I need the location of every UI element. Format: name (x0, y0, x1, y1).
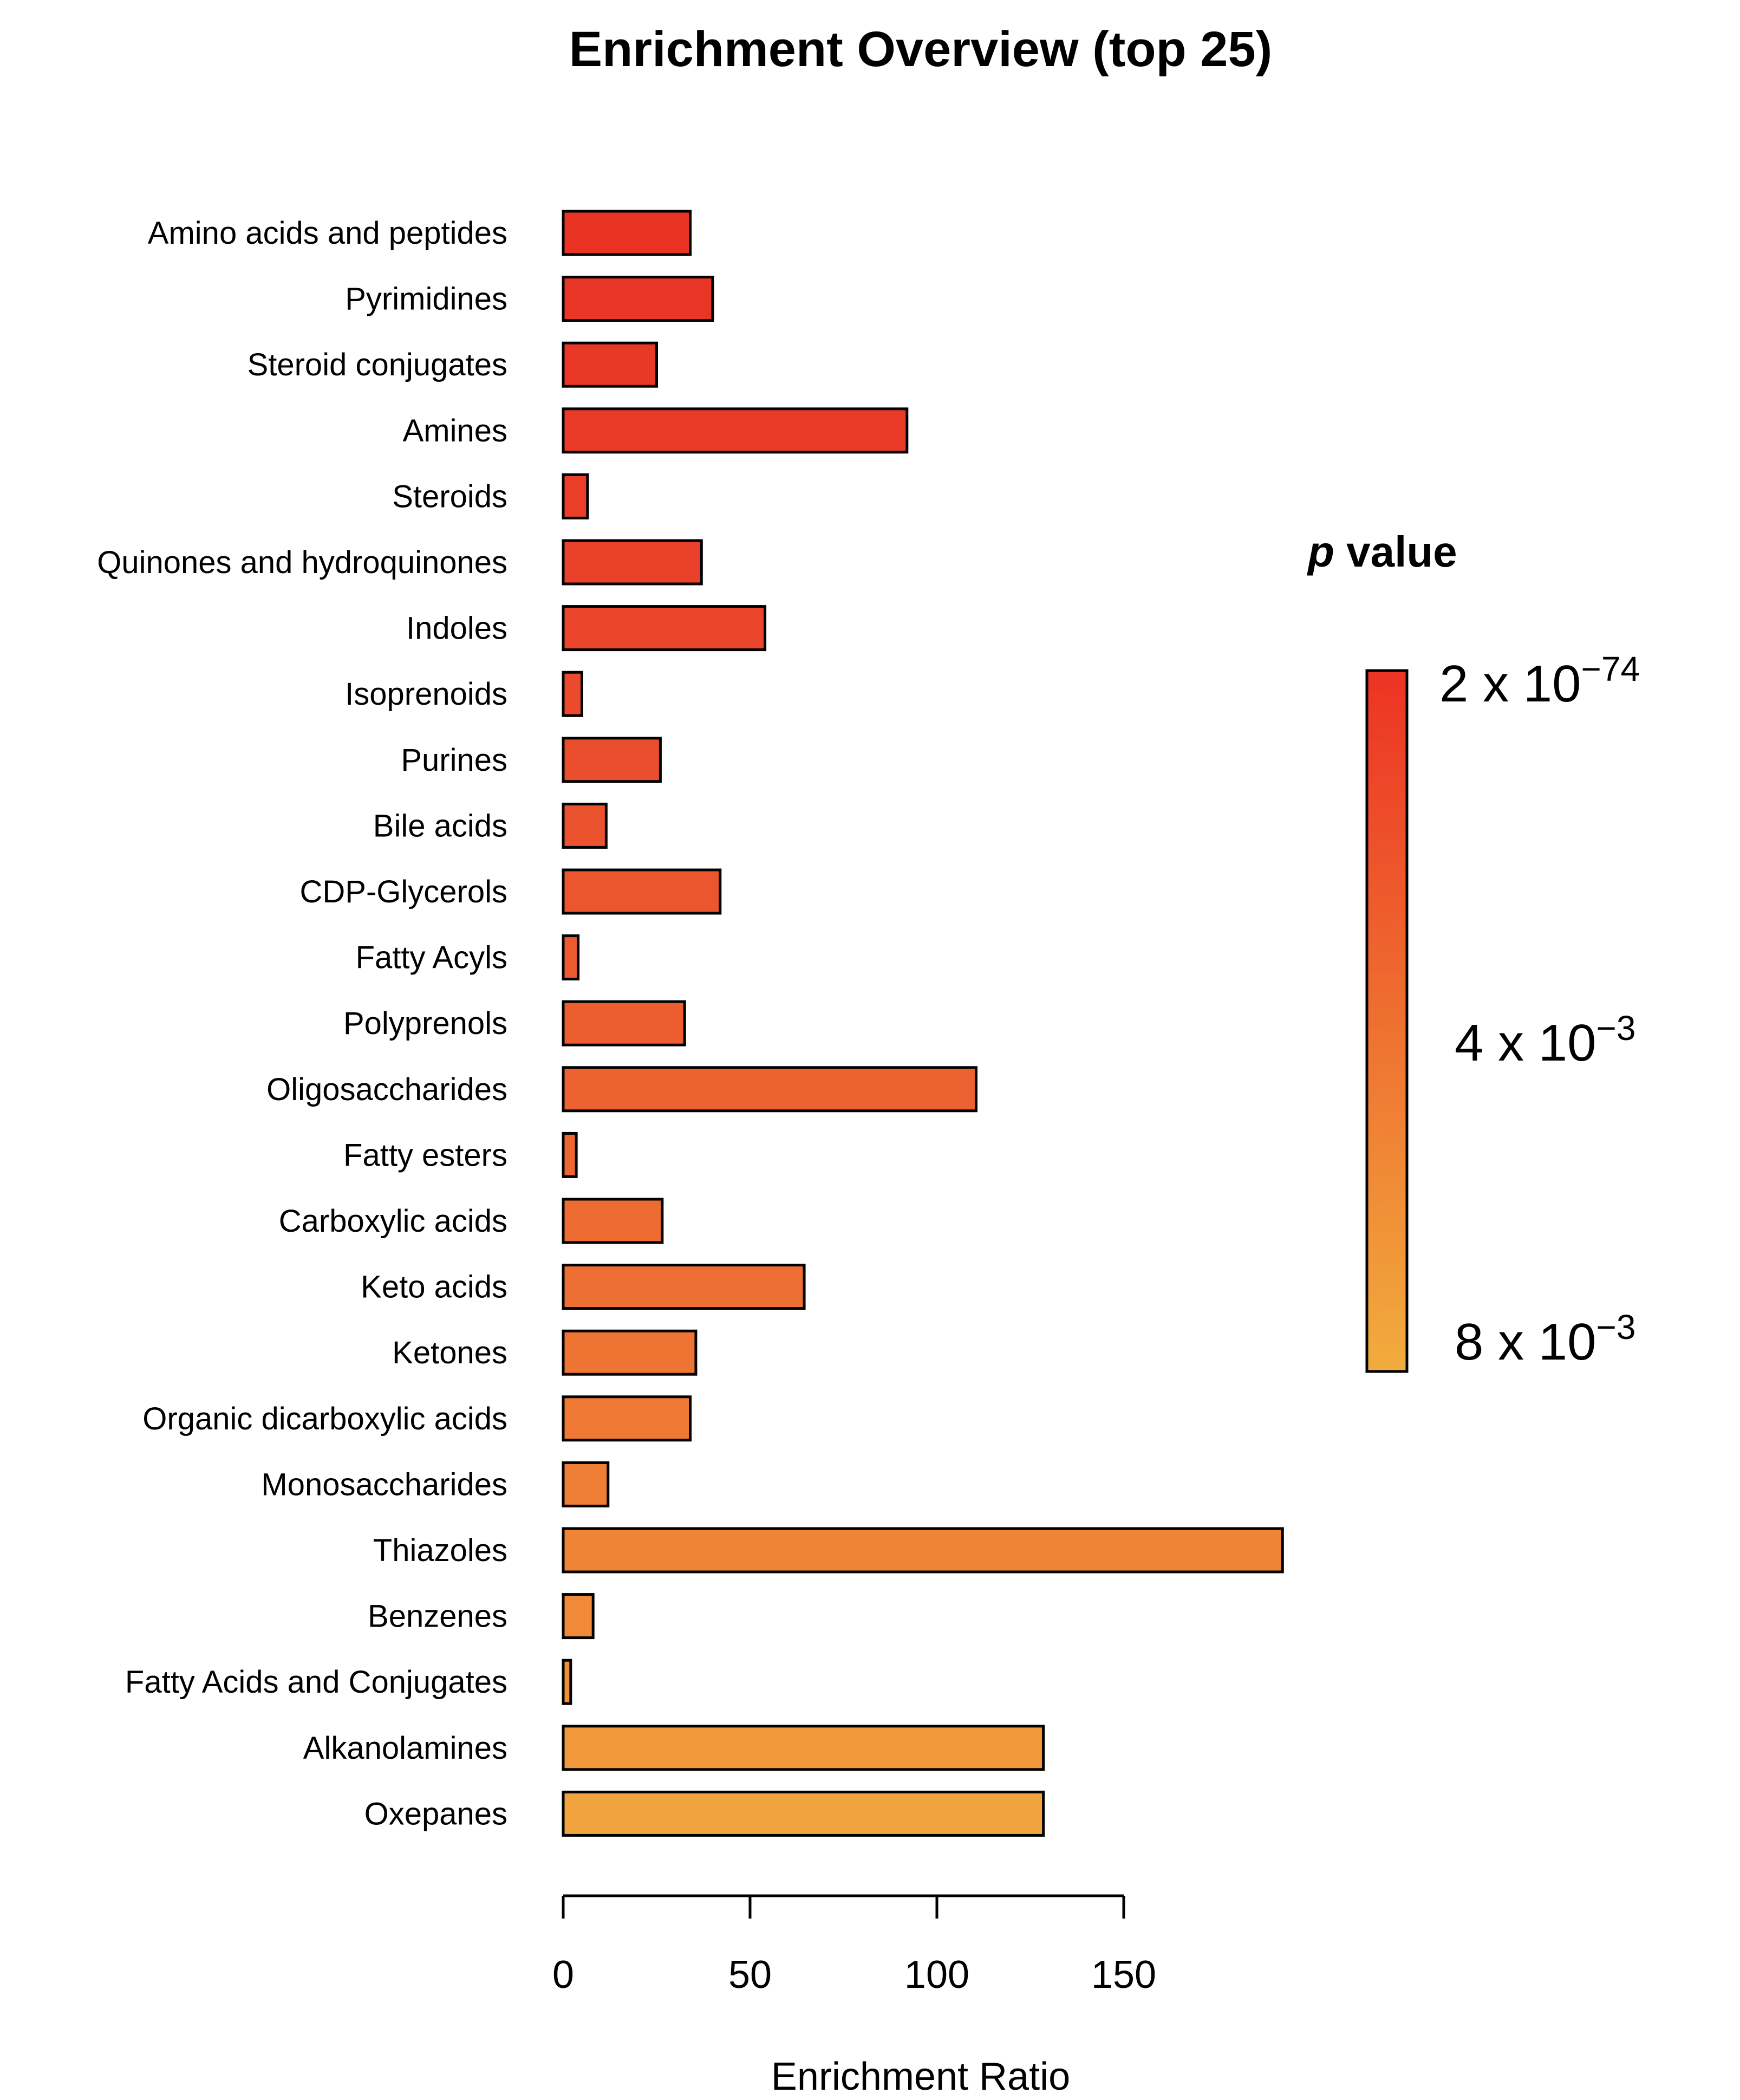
legend-title: p value (1307, 528, 1457, 576)
x-tick-label: 100 (904, 1953, 969, 1997)
category-label: Organic dicarboxylic acids (142, 1401, 507, 1436)
x-tick-label: 50 (728, 1953, 772, 1997)
bar (562, 473, 589, 519)
category-label: Oxepanes (364, 1796, 507, 1831)
category-label: Polyprenols (343, 1006, 507, 1041)
bar (562, 868, 722, 915)
legend-color-bar (1365, 669, 1409, 1373)
bar (562, 210, 692, 256)
category-label: Quinones and hydroquinones (97, 545, 507, 580)
bar (562, 1066, 977, 1113)
category-label: Fatty esters (343, 1137, 507, 1173)
category-label: Alkanolamines (303, 1731, 507, 1766)
category-label: Fatty Acids and Conjugates (125, 1665, 507, 1700)
category-label: Pyrimidines (345, 282, 507, 317)
x-axis-label: Enrichment Ratio (771, 2055, 1070, 2098)
category-label: Monosaccharides (261, 1467, 507, 1502)
legend-tick-label: 4 x 10−3 (1455, 1009, 1635, 1072)
bar (562, 1000, 686, 1046)
x-tick-label: 150 (1091, 1953, 1156, 1997)
bar (562, 1461, 610, 1507)
category-label: Benzenes (368, 1599, 507, 1634)
x-axis: 0 50 100 150 (552, 1894, 1156, 1997)
category-label: Fatty Acyls (356, 940, 507, 976)
bar (562, 1659, 572, 1705)
p-value-legend: p value 2 x 10−74 4 x 10−3 8 x 10−3 (1307, 528, 1640, 1373)
x-tick-label: 0 (552, 1953, 574, 1997)
bar (562, 605, 767, 652)
bar (562, 934, 580, 981)
bar (562, 1198, 664, 1244)
bars-group (562, 210, 1284, 1837)
bar (562, 1395, 692, 1442)
bar (562, 1264, 806, 1310)
category-label: CDP-Glycerols (300, 874, 508, 909)
bar (562, 1593, 595, 1640)
category-label: Amino acids and peptides (148, 216, 507, 251)
bar (562, 737, 662, 783)
category-label: Indoles (406, 611, 507, 646)
legend-tick-label: 8 x 10−3 (1455, 1308, 1635, 1371)
category-label: Bile acids (373, 808, 507, 843)
x-axis-ticks: 0 50 100 150 (552, 1896, 1156, 1997)
bar (562, 341, 658, 388)
bar (562, 802, 608, 849)
category-label: Ketones (392, 1335, 507, 1370)
category-labels: Amino acids and peptides Pyrimidines Stero… (97, 216, 507, 1831)
bar (562, 1329, 698, 1376)
category-label: Oligosaccharides (266, 1072, 507, 1107)
legend-title-p: p (1307, 528, 1334, 576)
bar (562, 1132, 578, 1178)
category-label: Carboxylic acids (279, 1204, 507, 1239)
bar (562, 276, 714, 322)
bar (562, 1790, 1045, 1837)
category-label: Purines (401, 743, 507, 778)
bar (562, 1527, 1284, 1574)
chart-title: Enrichment Overview (top 25) (569, 22, 1273, 77)
category-label: Steroid conjugates (247, 347, 507, 382)
category-label: Steroids (392, 479, 507, 514)
bar (562, 671, 583, 717)
category-label: Amines (403, 413, 507, 448)
bar (562, 1725, 1045, 1771)
category-label: Keto acids (361, 1270, 507, 1305)
legend-tick-label: 2 x 10−74 (1439, 649, 1640, 713)
category-label: Isoprenoids (345, 677, 507, 712)
legend-ticks: 2 x 10−74 4 x 10−3 8 x 10−3 (1439, 649, 1640, 1371)
bar (562, 407, 909, 454)
bar (562, 539, 703, 586)
legend-title-value: value (1334, 528, 1457, 576)
category-label: Thiazoles (373, 1533, 507, 1568)
